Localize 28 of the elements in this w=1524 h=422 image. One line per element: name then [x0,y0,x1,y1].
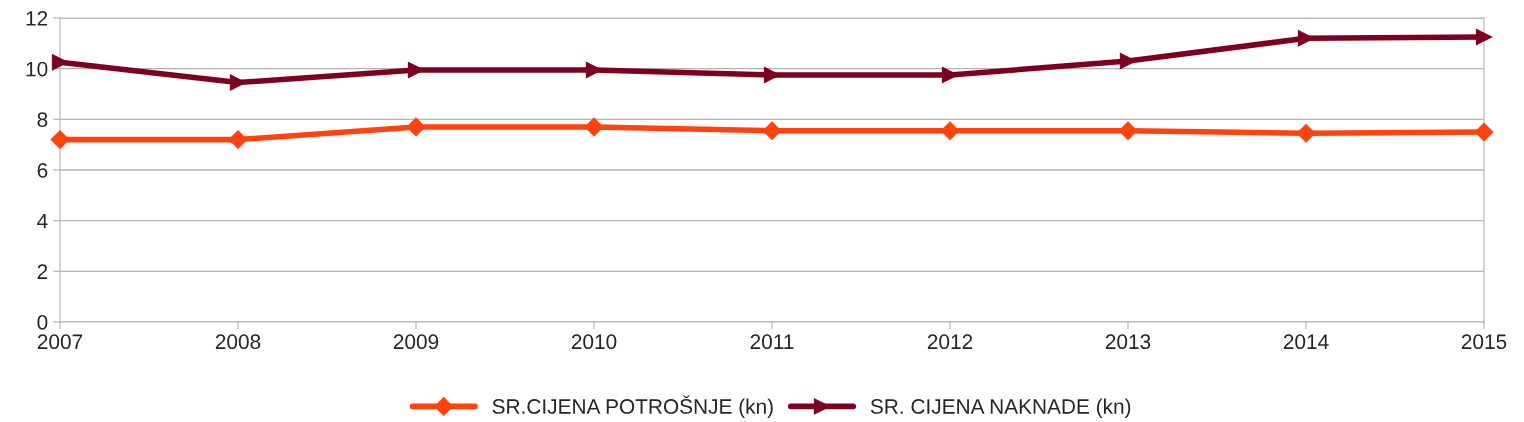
point [228,130,248,149]
point [406,117,426,137]
y-tick-label: 10 [26,61,48,77]
y-tick-label: 2 [37,264,48,279]
point [940,121,960,141]
point [1118,121,1138,141]
x-tick-label: 2009 [393,334,439,350]
point [1475,28,1493,46]
x-tick-label: 2010 [571,334,617,350]
point [1296,123,1316,143]
point [584,117,604,137]
point [50,130,70,149]
y-tick-label: 6 [37,163,48,178]
y-tick-label: 8 [37,112,48,128]
x-tick-label: 2007 [37,334,83,350]
x-tick-label: 2012 [927,334,973,350]
y-tick-label: 0 [37,315,48,330]
point [762,121,782,141]
x-tick-label: 2008 [215,334,261,350]
legend-label: SR.CIJENA POTROŠNJE (kn) [492,395,773,418]
y-tick-label: 4 [37,213,48,229]
x-tick-label: 2015 [1461,334,1507,350]
x-tick-label: 2014 [1283,334,1329,350]
x-tick-label: 2011 [750,334,794,350]
y-tick-label: 12 [26,11,48,26]
legend-label: SR. CIJENA NAKNADE (kn) [870,398,1131,418]
point [1474,122,1494,142]
x-tick-label: 2013 [1105,334,1151,350]
